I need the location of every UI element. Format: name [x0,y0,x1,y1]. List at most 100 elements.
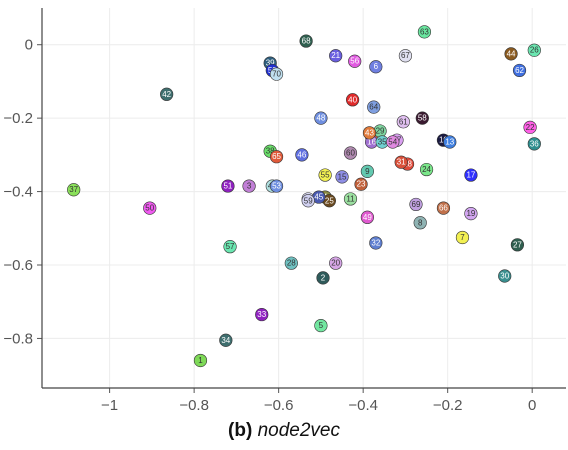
point-label: 39 [266,59,275,68]
point-51: 51 [221,179,235,193]
point-label: 48 [316,114,325,123]
point-15: 15 [335,170,349,184]
point-marker [527,137,541,151]
point-marker [193,353,208,368]
point-label: 56 [350,57,359,66]
point-2: 2 [316,271,330,285]
y-tick-label: −0.2 [3,110,33,127]
point-1: 1 [193,353,208,368]
point-marker [455,230,470,245]
point-55: 55 [318,168,332,182]
point-53: 53 [269,179,284,193]
point-label: 65 [272,152,281,161]
point-marker [367,100,381,114]
point-label: 22 [526,123,535,132]
point-label: 15 [338,172,347,181]
x-tick-label: −0.8 [179,397,209,414]
point-marker [360,210,374,224]
point-label: 19 [466,209,475,218]
point-34: 34 [219,333,233,347]
point-44: 44 [504,47,518,61]
point-marker [343,146,358,160]
point-marker [360,164,374,178]
point-label: 3 [247,182,252,191]
point-label: 66 [439,204,448,213]
x-tick-label: 0 [528,397,536,414]
x-tick-label: −0.4 [348,397,378,414]
point-label: 61 [399,117,408,126]
point-marker [362,126,377,140]
point-label: 18 [403,160,412,169]
point-49: 49 [360,210,374,224]
point-label: 51 [223,182,232,191]
caption-label: (b) [228,420,253,441]
point-50: 50 [143,201,157,215]
point-marker [329,256,343,270]
point-11: 11 [343,192,358,206]
point-marker [354,177,368,191]
point-label: 63 [420,27,429,36]
point-label: 44 [507,49,516,58]
point-marker [314,318,328,333]
point-54: 54 [386,135,400,149]
point-marker [369,236,383,250]
point-label: 67 [401,51,410,60]
point-label: 23 [357,180,366,189]
point-marker [221,179,235,193]
point-marker [284,256,298,270]
point-marker [413,216,427,230]
point-60: 60 [343,146,358,160]
point-marker [335,170,349,184]
point-label: 30 [500,272,509,281]
point-37: 37 [67,183,81,197]
point-label: 11 [346,194,355,203]
point-marker [299,34,313,48]
point-marker [386,135,400,149]
point-56: 56 [348,54,362,68]
point-label: 27 [513,240,522,249]
point-marker [329,49,343,63]
point-46: 46 [295,148,309,162]
point-label: 34 [221,336,230,345]
point-marker [443,135,457,149]
point-28: 28 [284,256,298,270]
point-label: 2 [321,273,326,282]
point-marker [415,111,429,125]
point-70: 70 [269,67,284,81]
point-label: 54 [388,138,397,147]
point-marker [464,207,478,221]
point-label: 43 [365,128,374,137]
point-label: 58 [418,114,427,123]
point-68: 68 [299,34,313,48]
point-marker [527,43,541,57]
point-marker [318,168,332,182]
point-label: 57 [226,242,235,251]
point-label: 28 [287,259,296,268]
point-17: 17 [464,168,478,182]
x-tick-label: −1 [101,397,118,414]
y-tick-label: −0.8 [3,330,33,347]
point-label: 6 [374,62,379,71]
point-62: 62 [512,63,527,78]
point-marker [269,67,284,81]
point-58: 58 [415,111,429,125]
point-26: 26 [527,43,541,57]
point-label: 5 [319,321,324,330]
point-marker [223,240,237,254]
point-marker [398,49,413,63]
point-label: 69 [412,200,421,209]
point-66: 66 [436,201,451,215]
point-marker [512,63,527,78]
point-61: 61 [396,115,410,129]
chart-caption: (b) node2vec [0,420,568,442]
point-48: 48 [314,111,328,125]
point-label: 40 [348,95,357,104]
point-marker [314,111,328,125]
point-label: 16 [367,138,376,147]
point-marker [510,238,525,252]
point-32: 32 [369,236,383,250]
point-25: 25 [322,194,336,208]
point-19: 19 [464,207,478,221]
point-label: 35 [378,138,387,147]
point-marker [160,87,174,101]
